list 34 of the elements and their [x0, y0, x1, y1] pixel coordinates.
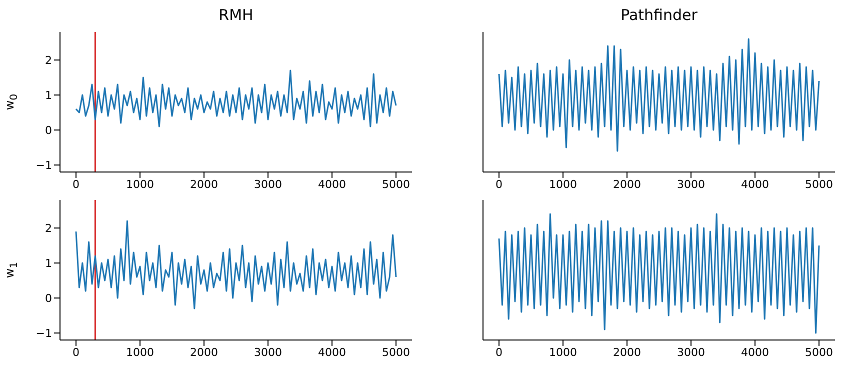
x-tick-label: 3000 — [254, 178, 282, 191]
x-tick-label: 1000 — [126, 178, 154, 191]
chart-title: Pathfinder — [620, 6, 698, 24]
x-tick-label: 3000 — [677, 346, 705, 359]
x-tick-label: 3000 — [677, 178, 705, 191]
x-tick-label: 5000 — [382, 346, 410, 359]
y-tick-label: 0 — [45, 124, 52, 137]
y-tick-label: −1 — [36, 158, 52, 172]
x-tick-label: 1000 — [549, 178, 577, 191]
x-tick-label: 5000 — [805, 346, 833, 359]
x-tick-label: 3000 — [254, 346, 282, 359]
x-tick-label: 0 — [72, 346, 80, 359]
x-tick-label: 2000 — [190, 178, 218, 191]
y-tick-label: 1 — [45, 88, 52, 102]
x-tick-label: 2000 — [613, 178, 641, 191]
x-tick-label: 5000 — [805, 178, 833, 191]
y-tick-label: −1 — [36, 326, 52, 340]
y-tick-label: 2 — [45, 54, 52, 67]
chart-title: RMH — [218, 6, 254, 24]
y-tick-label: 2 — [45, 222, 52, 235]
x-tick-label: 2000 — [613, 346, 641, 359]
x-tick-label: 4000 — [318, 346, 346, 359]
x-tick-label: 0 — [72, 178, 80, 191]
x-tick-label: 1000 — [126, 346, 154, 359]
x-tick-label: 0 — [496, 346, 502, 359]
x-tick-label: 2000 — [190, 346, 218, 359]
x-tick-label: 4000 — [741, 346, 769, 359]
x-tick-label: 4000 — [741, 178, 769, 191]
x-tick-label: 4000 — [318, 178, 346, 191]
x-tick-label: 0 — [496, 178, 502, 191]
x-tick-label: 5000 — [382, 178, 410, 191]
y-tick-label: 1 — [45, 256, 52, 270]
y-tick-label: 0 — [45, 292, 52, 305]
x-tick-label: 1000 — [549, 346, 577, 359]
